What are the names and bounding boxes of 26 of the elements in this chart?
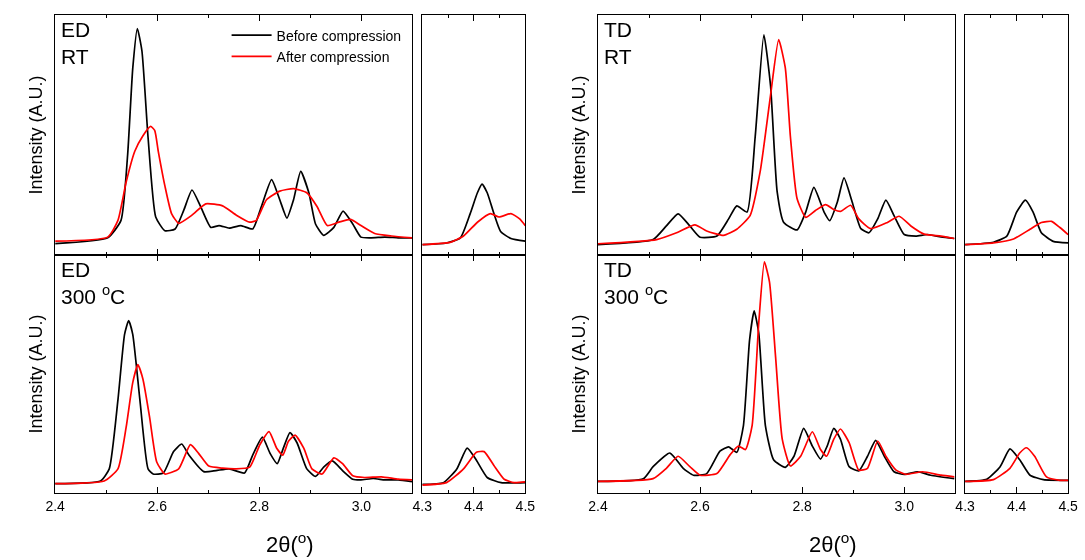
x-tick-label: 2.6 [690, 497, 710, 514]
x-tick-label: 4.4 [1006, 497, 1027, 514]
y-axis-title: Intensity (A.U.) [569, 75, 590, 195]
x-tick-label: 4.5 [515, 497, 536, 514]
x-axis-title: 2θ($^{o}$) [809, 529, 857, 558]
x-tick-label: 4.5 [1058, 497, 1079, 514]
x-axis-title: 2θ($^{o}$) [266, 529, 314, 558]
legend-label: After compression [276, 48, 390, 65]
annotation: TD 300 $^{o}$C [604, 258, 669, 309]
text: ED 300 $^{o}$C [61, 258, 126, 309]
y-axis-title: Intensity (A.U.) [26, 75, 47, 195]
legend-label: Before compression [276, 27, 402, 44]
x-tick-label: 3.0 [351, 497, 372, 514]
x-tick-label: 4.3 [955, 497, 976, 514]
y-axis-title: Intensity (A.U.) [569, 314, 590, 434]
x-tick-label: 4.4 [464, 497, 484, 514]
x-tick-label: 4.3 [412, 497, 433, 514]
x-tick-label: 3.0 [894, 497, 915, 514]
x-tick-label: 2.8 [249, 497, 270, 514]
x-tick-label: 2.4 [45, 497, 66, 514]
x-tick-label: 2.4 [588, 497, 608, 514]
annotation: ED RT [61, 18, 91, 69]
x-tick-label: 2.8 [792, 497, 813, 514]
y-axis-title: Intensity (A.U.) [26, 314, 47, 434]
annotation: TD RT [604, 18, 632, 69]
x-tick-label: 2.6 [147, 497, 168, 514]
